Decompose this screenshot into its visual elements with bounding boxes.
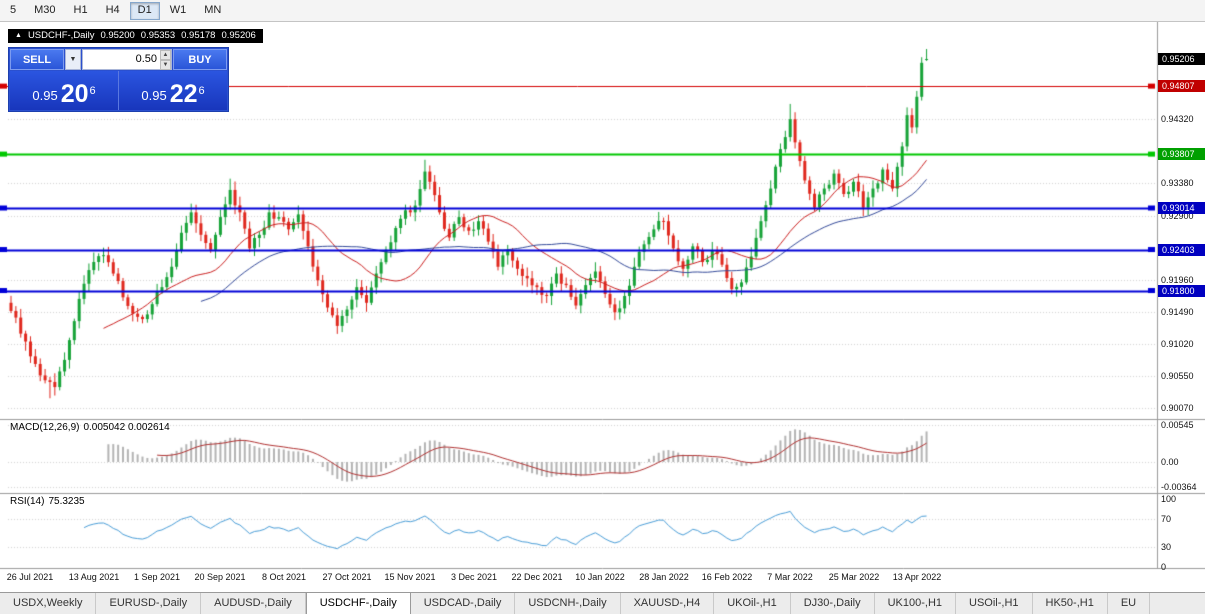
chart-tabs-bar: USDX,Weekly EURUSD-,Daily AUDUSD-,Daily USD… xyxy=(0,592,1205,614)
chart-tab-uk100-h1[interactable]: UK100-,H1 xyxy=(875,593,957,614)
ohlc-open: 0.95200 xyxy=(100,30,135,41)
chart-tab-usdx-weekly[interactable]: USDX,Weekly xyxy=(0,593,97,614)
date-axis-label: 27 Oct 2021 xyxy=(322,572,372,582)
date-axis-label: 10 Jan 2022 xyxy=(575,572,625,582)
rsi-value: 75.3235 xyxy=(48,496,85,507)
timeframe-button-h1[interactable]: H1 xyxy=(66,2,96,20)
rsi-axis-label: 0 xyxy=(1161,562,1167,572)
price-badge: 0.92403 xyxy=(1158,244,1205,256)
macd-axis-label: 0.00 xyxy=(1161,457,1179,467)
price-axis-label: 0.91020 xyxy=(1161,339,1194,349)
sell-button[interactable]: SELL xyxy=(10,49,64,70)
macd-axis-label: 0.00545 xyxy=(1161,420,1194,430)
macd-axis-label: -0.00364 xyxy=(1161,482,1197,492)
timeframe-button-5[interactable]: 5 xyxy=(2,2,24,20)
chart-ohlc-header: ▲ USDCHF-,Daily 0.95200 0.95353 0.95178 … xyxy=(8,29,263,43)
date-axis-label: 15 Nov 2021 xyxy=(384,572,436,582)
date-axis-label: 1 Sep 2021 xyxy=(133,572,181,582)
price-badge: 0.93807 xyxy=(1158,148,1205,160)
timeframe-button-d1[interactable]: D1 xyxy=(129,1,160,20)
date-axis-label: 28 Jan 2022 xyxy=(639,572,689,582)
date-axis-label: 20 Sep 2021 xyxy=(194,572,246,582)
lot-spinner[interactable]: ▲ ▼ xyxy=(160,50,171,70)
price-axis-label: 0.91490 xyxy=(1161,307,1194,317)
chart-window: 0.94320 0.93380 0.92900 0.91960 0.91490 0.910… xyxy=(0,22,1205,592)
date-axis-label: 3 Dec 2021 xyxy=(450,572,498,582)
date-axis-label: 8 Oct 2021 xyxy=(261,572,307,582)
price-axis-label: 0.94320 xyxy=(1161,114,1194,124)
price-axis-label: 0.90550 xyxy=(1161,371,1194,381)
date-axis-label: 22 Dec 2021 xyxy=(511,572,563,582)
rsi-axis-label: 100 xyxy=(1161,494,1177,504)
chart-tab-usdcad-daily[interactable]: USDCAD-,Daily xyxy=(411,593,516,614)
one-click-prices-row: 0.95 20 6 0.95 22 6 xyxy=(10,71,227,110)
date-axis-label: 13 Aug 2021 xyxy=(68,572,120,582)
chart-tab-audusd-daily[interactable]: AUDUSD-,Daily xyxy=(201,593,306,614)
chart-tab-dj30-daily[interactable]: DJ30-,Daily xyxy=(791,593,875,614)
bid-pipette: 6 xyxy=(89,85,96,97)
chart-tab-eu[interactable]: EU xyxy=(1108,593,1151,614)
one-click-trading-panel: SELL ▼ 0.50 ▲ ▼ BUY 0.95 20 6 0.95 22 6 xyxy=(8,47,229,112)
macd-values: 0.005042 0.002614 xyxy=(83,422,170,433)
price-axis-label: 0.91960 xyxy=(1161,275,1194,285)
chart-tab-hk50-h1[interactable]: HK50-,H1 xyxy=(1033,593,1108,614)
chart-tab-usoil-h1[interactable]: USOil-,H1 xyxy=(956,593,1033,614)
timeframe-toolbar: 5 M30 H1 H4 D1 W1 MN xyxy=(0,0,1205,22)
collapse-icon[interactable]: ▲ xyxy=(15,32,22,39)
chart-symbol-period: USDCHF-,Daily xyxy=(27,30,95,41)
spinner-down-icon[interactable]: ▼ xyxy=(160,60,171,70)
timeframe-button-w1[interactable]: W1 xyxy=(162,2,195,20)
rsi-axis-label: 70 xyxy=(1161,514,1172,524)
lot-size-value[interactable]: 0.50 xyxy=(135,53,157,65)
date-axis-label: 7 Mar 2022 xyxy=(767,572,813,582)
timeframe-button-mn[interactable]: MN xyxy=(196,2,229,20)
chevron-down-icon: ▼ xyxy=(69,56,77,63)
bid-pips: 20 xyxy=(60,80,89,108)
date-axis-label: 25 Mar 2022 xyxy=(828,572,880,582)
macd-name: MACD(12,26,9) xyxy=(10,422,80,433)
rsi-indicator-label: RSI(14) 75.3235 xyxy=(10,496,85,507)
ask-pipette: 6 xyxy=(198,85,205,97)
chart-tab-eurusd-daily[interactable]: EURUSD-,Daily xyxy=(96,593,202,614)
buy-button[interactable]: BUY xyxy=(173,49,227,70)
price-badge: 0.95206 xyxy=(1158,53,1205,65)
price-axis-label: 0.92900 xyxy=(1161,211,1194,221)
chart-tab-usdcnh-daily[interactable]: USDCNH-,Daily xyxy=(515,593,621,614)
lot-size-field[interactable]: 0.50 ▲ ▼ xyxy=(82,49,172,70)
rsi-axis-label: 30 xyxy=(1161,542,1172,552)
price-badge: 0.93014 xyxy=(1158,202,1205,214)
price-axis-label: 0.93380 xyxy=(1161,178,1194,188)
macd-indicator-label: MACD(12,26,9) 0.005042 0.002614 xyxy=(10,422,170,433)
price-badge: 0.94807 xyxy=(1158,80,1205,92)
timeframe-button-h4[interactable]: H4 xyxy=(98,2,128,20)
bid-prefix: 0.95 xyxy=(32,88,58,103)
chart-tab-xauusd-h4[interactable]: XAUUSD-,H4 xyxy=(621,593,715,614)
spinner-up-icon[interactable]: ▲ xyxy=(160,50,171,60)
price-badge: 0.91800 xyxy=(1158,285,1205,297)
rsi-name: RSI(14) xyxy=(10,496,45,507)
ask-price[interactable]: 0.95 22 6 xyxy=(118,71,227,110)
date-axis-label: 26 Jul 2021 xyxy=(6,572,54,582)
timeframe-button-m30[interactable]: M30 xyxy=(26,2,63,20)
chart-tab-usdchf-daily[interactable]: USDCHF-,Daily xyxy=(305,593,411,614)
chart-tab-ukoil-h1[interactable]: UKOil-,H1 xyxy=(714,593,791,614)
one-click-controls-row: SELL ▼ 0.50 ▲ ▼ BUY xyxy=(10,49,227,70)
price-axis-label: 0.90070 xyxy=(1161,403,1194,413)
bid-price[interactable]: 0.95 20 6 xyxy=(10,71,118,110)
ohlc-close: 0.95206 xyxy=(221,30,256,41)
date-axis-label: 13 Apr 2022 xyxy=(892,572,942,582)
date-axis-label: 16 Feb 2022 xyxy=(701,572,753,582)
ohlc-high: 0.95353 xyxy=(140,30,176,41)
chart-canvas[interactable] xyxy=(0,22,1205,592)
ask-prefix: 0.95 xyxy=(141,88,167,103)
one-click-dropdown-button[interactable]: ▼ xyxy=(65,49,81,70)
ohlc-low: 0.95178 xyxy=(181,30,216,41)
ask-pips: 22 xyxy=(169,80,198,108)
